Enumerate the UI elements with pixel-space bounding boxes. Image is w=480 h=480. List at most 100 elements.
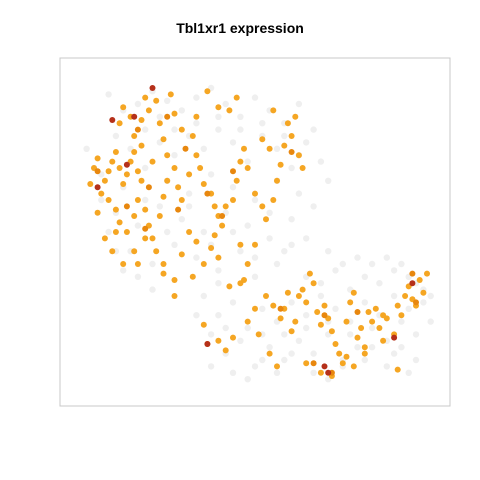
point-low-5 xyxy=(160,136,167,143)
point-low-85 xyxy=(160,261,167,267)
point-low-159 xyxy=(189,273,196,280)
point-background-57 xyxy=(251,273,259,280)
point-low-143 xyxy=(252,305,258,312)
point-high-3 xyxy=(123,161,130,168)
point-low-129 xyxy=(394,302,401,309)
point-background-21 xyxy=(215,126,222,133)
point-low-62 xyxy=(270,197,277,203)
point-mid-4 xyxy=(94,168,101,175)
point-low-165 xyxy=(149,158,156,165)
point-background-145 xyxy=(427,292,434,300)
point-background-117 xyxy=(259,120,266,127)
point-low-20 xyxy=(105,168,112,175)
point-background-42 xyxy=(156,203,163,210)
point-low-144 xyxy=(255,331,262,338)
point-low-18 xyxy=(98,190,105,197)
point-low-141 xyxy=(230,334,236,341)
point-low-65 xyxy=(281,142,288,149)
point-low-0 xyxy=(120,104,127,111)
point-low-3 xyxy=(145,107,152,114)
point-low-34 xyxy=(131,213,138,219)
point-background-143 xyxy=(398,260,405,268)
point-low-84 xyxy=(153,248,160,255)
point-background-136 xyxy=(134,273,142,280)
point-mid-9 xyxy=(321,312,328,319)
point-low-161 xyxy=(237,241,244,248)
point-low-6 xyxy=(171,110,178,117)
point-low-33 xyxy=(123,229,130,235)
chart-title: Tbl1xr1 expression xyxy=(176,20,304,36)
point-low-72 xyxy=(215,104,222,111)
point-background-120 xyxy=(317,158,325,165)
point-background-91 xyxy=(317,280,325,287)
point-background-142 xyxy=(383,254,390,261)
point-low-4 xyxy=(156,120,163,127)
point-low-110 xyxy=(321,302,328,309)
point-low-78 xyxy=(270,107,277,114)
point-low-86 xyxy=(171,277,178,283)
point-low-16 xyxy=(94,155,101,162)
point-background-141 xyxy=(368,260,376,268)
point-low-158 xyxy=(211,232,218,239)
point-low-107 xyxy=(310,280,317,287)
point-background-50 xyxy=(281,248,288,255)
point-low-28 xyxy=(134,168,141,175)
point-background-77 xyxy=(237,337,244,344)
point-low-63 xyxy=(274,177,280,184)
point-background-34 xyxy=(229,184,237,191)
point-background-65 xyxy=(288,299,295,306)
point-background-108 xyxy=(361,356,368,364)
point-low-147 xyxy=(303,360,310,367)
point-low-153 xyxy=(380,337,387,344)
point-low-2 xyxy=(138,117,145,123)
point-low-151 xyxy=(350,363,357,370)
point-low-30 xyxy=(105,197,112,203)
point-background-22 xyxy=(229,139,237,146)
point-low-82 xyxy=(131,248,138,255)
point-background-20 xyxy=(200,145,207,152)
point-low-162 xyxy=(112,229,119,235)
point-low-83 xyxy=(142,235,149,242)
point-low-124 xyxy=(372,305,379,312)
point-background-10 xyxy=(251,94,259,101)
point-mid-3 xyxy=(123,203,130,210)
point-low-100 xyxy=(284,289,291,296)
point-background-60 xyxy=(215,312,222,319)
point-mid-5 xyxy=(230,168,236,175)
point-low-29 xyxy=(138,177,145,184)
point-low-53 xyxy=(222,203,229,210)
point-background-94 xyxy=(361,273,368,280)
point-low-25 xyxy=(123,171,130,178)
point-background-157 xyxy=(405,369,412,376)
point-background-23 xyxy=(244,158,251,165)
point-low-142 xyxy=(244,318,251,325)
points-layer xyxy=(83,84,434,383)
point-background-89 xyxy=(412,331,420,338)
point-background-113 xyxy=(171,126,178,133)
point-background-82 xyxy=(310,350,317,357)
point-background-37 xyxy=(295,190,303,197)
series-high xyxy=(94,85,416,376)
point-low-47 xyxy=(197,165,204,171)
point-background-18 xyxy=(171,152,178,159)
point-low-76 xyxy=(266,145,273,152)
point-low-146 xyxy=(274,363,280,370)
point-low-23 xyxy=(116,165,123,171)
point-mid-11 xyxy=(310,360,317,367)
point-low-90 xyxy=(200,261,207,267)
point-low-112 xyxy=(328,328,335,335)
point-background-70 xyxy=(361,299,368,306)
point-low-48 xyxy=(200,181,207,187)
point-background-110 xyxy=(398,344,405,351)
point-background-59 xyxy=(200,292,207,300)
point-background-66 xyxy=(303,312,310,319)
point-background-98 xyxy=(420,299,427,306)
point-low-70 xyxy=(204,88,211,95)
point-mid-19 xyxy=(219,213,226,219)
point-mid-8 xyxy=(142,225,149,232)
point-background-130 xyxy=(83,145,90,152)
point-low-155 xyxy=(160,270,167,277)
point-low-95 xyxy=(237,280,244,287)
point-background-104 xyxy=(288,350,295,357)
point-background-122 xyxy=(142,196,149,204)
